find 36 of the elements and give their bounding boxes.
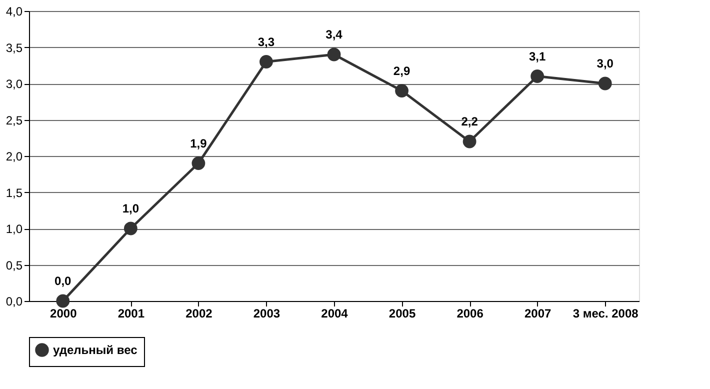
y-tick-label: 2,0	[6, 150, 23, 164]
point	[395, 84, 408, 98]
y-tick-label: 3,5	[6, 40, 23, 55]
point	[260, 55, 273, 68]
y-tick-label: 0,0	[6, 294, 23, 308]
y-tick-label: 1,5	[6, 186, 23, 200]
x-tick-label: 2004	[321, 306, 348, 320]
data-label: 3,3	[258, 34, 275, 49]
x-tick-label: 2005	[388, 306, 416, 320]
y-tick-label: 3,0	[6, 77, 23, 91]
x-tick-label: 2006	[456, 306, 484, 320]
point	[327, 48, 341, 62]
data-label: 2,9	[393, 64, 410, 78]
y-tick-label: 0,5	[6, 258, 23, 272]
data-label: 1,9	[190, 136, 208, 150]
x-tick-label: 2002	[186, 306, 213, 320]
point	[598, 76, 612, 90]
y-tick-label: 4,0	[6, 4, 23, 18]
point	[462, 134, 476, 148]
x-tick-label: 2001	[118, 306, 145, 320]
x-tick-label: 3 мес. 2008	[572, 306, 639, 320]
y-tick-label: 1,0	[6, 222, 23, 236]
data-label: 0,0	[54, 274, 72, 288]
data-label: 3,4	[326, 28, 343, 42]
x-tick-label: 2003	[253, 306, 280, 320]
data-label: 3,0	[596, 56, 614, 70]
x-tick-label: 2007	[524, 306, 552, 320]
x-tick-label: 2000	[50, 306, 78, 320]
legend-label: удельный вес	[53, 343, 138, 357]
point	[530, 70, 544, 83]
point	[56, 294, 70, 308]
point	[124, 222, 138, 236]
data-label: 3,1	[528, 49, 546, 64]
y-tick-label: 2,5	[6, 113, 23, 128]
data-label: 1,0	[122, 202, 140, 216]
point	[192, 156, 206, 170]
